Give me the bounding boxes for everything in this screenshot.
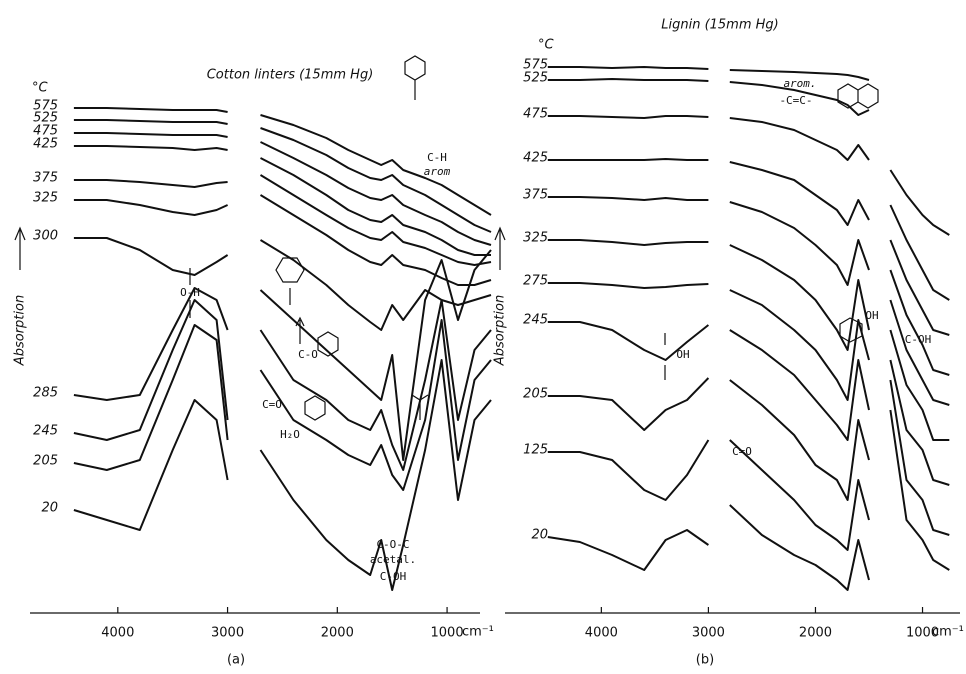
series-label: 245 [33,424,58,439]
spectrum-line [73,107,492,216]
series-label: 285 [33,386,58,401]
spectrum-line [73,237,492,331]
annotation: -C=C- [779,94,812,107]
annotation: arom [424,165,451,178]
spectrum-line [547,78,870,116]
panel-label: (b) [696,653,714,668]
x-tick-label: 4000 [101,626,134,641]
series-label: 575 [523,58,548,73]
annotation: C-O [298,348,318,361]
series-label: 205 [33,454,58,469]
spectrum-line [547,379,950,551]
annotation: H₂O [280,428,300,441]
series-label: 125 [523,443,548,458]
series-label: 245 [523,313,548,328]
series-label: 205 [523,387,548,402]
spectrum-line [547,158,950,301]
annotation: arom. [783,77,816,90]
annotation: C-H [427,151,447,164]
spectrum-line [73,249,492,461]
x-tick-label: 1000 [906,626,939,641]
x-axis-label: cm⁻¹ [932,625,964,640]
spectrum-line [547,409,950,591]
series-label: 325 [33,191,58,206]
spectrum-line [547,66,870,81]
spectrum-line [73,145,491,256]
series-label: 325 [523,231,548,246]
spectrum-line [73,119,492,233]
spectrum-line [73,194,492,286]
annotation: acetal. [370,553,416,566]
spectrum-line [73,299,492,471]
legend-title: °C [538,38,555,53]
x-tick-label: 2000 [799,626,832,641]
spectrum-line [547,321,950,441]
series-label: 20 [41,501,58,516]
annotation: C-O-C [376,538,409,551]
annotation: C-OH [380,570,407,583]
x-tick-label: 1000 [431,626,464,641]
series-label: 475 [33,124,58,139]
series-label: 300 [33,229,58,244]
spectrum-line [73,132,492,246]
series-label: 575 [33,99,58,114]
annotation: OH [676,348,689,361]
series-label: 525 [523,71,548,86]
annotation: C=O [262,398,282,411]
spectrum-line [547,115,950,236]
series-label: 525 [33,111,58,126]
chart-title: Lignin (15mm Hg) [661,18,779,33]
series-label: 20 [531,528,548,543]
x-tick-label: 3000 [211,626,244,641]
spectrum-line [73,174,492,266]
series-label: 375 [523,188,548,203]
spectrum-line [73,359,492,591]
spectrum-line [547,359,950,501]
axis-arrow [494,226,506,270]
spectrum-line [73,319,492,491]
series-label: 425 [33,137,58,152]
x-axis-label: cm⁻¹ [462,625,494,640]
y-axis-label: Absorption [493,295,508,366]
series-label: 375 [33,171,58,186]
spectrum-line [547,196,950,336]
spectrum-line [547,239,950,376]
series-label: 475 [523,107,548,122]
chart-title: Cotton linters (15mm Hg) [207,68,374,83]
annotation: C-OH [905,333,932,346]
spectrum-line [547,282,950,406]
series-label: 275 [523,274,548,289]
panel-label: (a) [227,653,245,668]
x-tick-label: 2000 [321,626,354,641]
annotation: OH [865,309,878,322]
legend-title: °C [32,81,49,96]
series-label: 425 [523,151,548,166]
x-tick-label: 4000 [585,626,618,641]
x-tick-label: 3000 [692,626,725,641]
axis-arrow [14,226,26,270]
y-axis-label: Absorption [13,295,28,366]
